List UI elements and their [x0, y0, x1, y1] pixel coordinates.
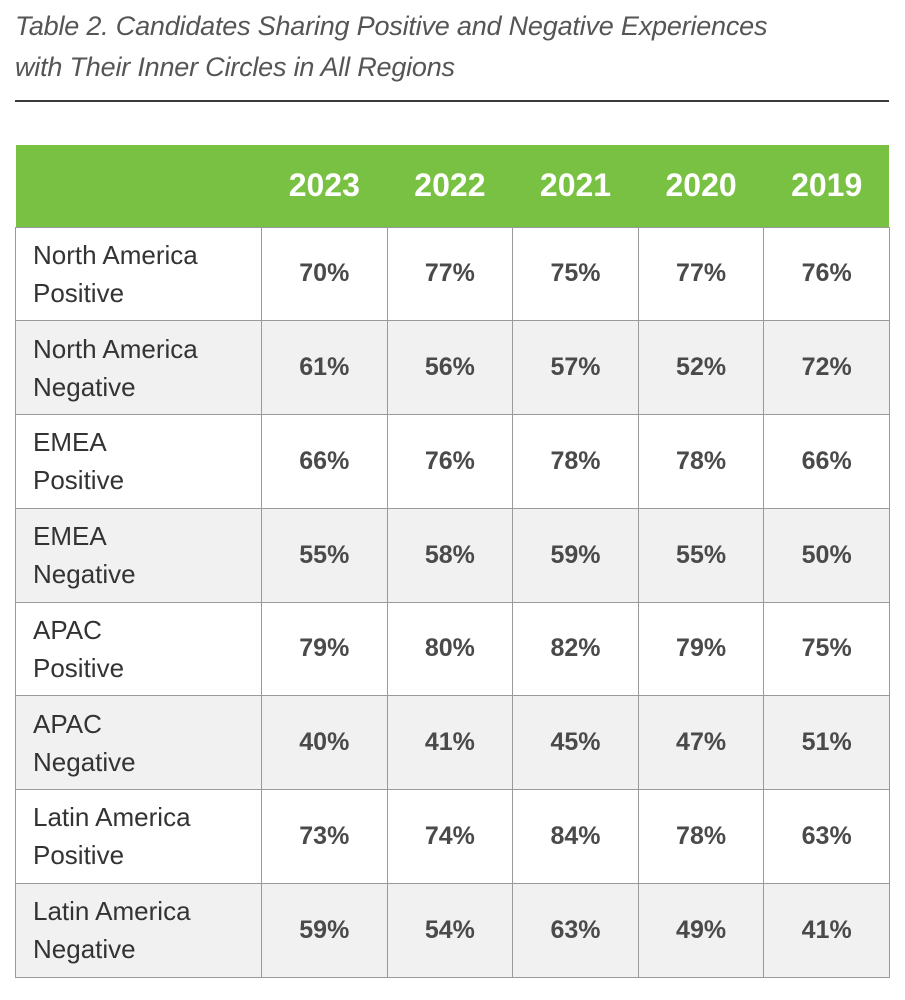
row-label: Latin America Negative [15, 882, 262, 978]
value-cell: 73% [261, 789, 388, 884]
row-label: APAC Negative [15, 695, 262, 790]
header-year: 2022 [414, 167, 486, 204]
table-row: APAC Negative 40% 41% 45% 47% 51% [15, 695, 890, 790]
value-cell: 78% [637, 414, 765, 509]
table-caption: Table 2. Candidates Sharing Positive and… [15, 11, 768, 82]
value-cell: 56% [386, 320, 514, 415]
row-label: APAC Positive [15, 601, 262, 697]
value-cell: 54% [386, 882, 514, 978]
results-table: 2023 2022 2021 2020 2019 North America P… [15, 145, 890, 978]
table-row: APAC Positive 79% 80% 82% 79% 75% [15, 601, 890, 697]
value-cell: 41% [763, 882, 890, 978]
table-header-row: 2023 2022 2021 2020 2019 [15, 145, 890, 227]
value-cell: 66% [763, 414, 890, 509]
value-cell: 66% [261, 414, 388, 509]
header-year: 2023 [288, 167, 360, 204]
row-label: North America Negative [15, 320, 262, 415]
value-cell: 47% [637, 695, 765, 790]
header-year: 2021 [539, 167, 612, 204]
value-cell: 80% [386, 601, 514, 697]
table-row: North America Positive 70% 77% 75% 77% 7… [15, 226, 890, 322]
table-row: EMEA Positive 66% 76% 78% 78% 66% [15, 414, 890, 509]
value-cell: 52% [637, 320, 765, 415]
value-cell: 75% [763, 601, 890, 697]
value-cell: 63% [763, 789, 890, 884]
value-cell: 61% [261, 320, 388, 415]
value-cell: 77% [386, 226, 514, 322]
value-cell: 79% [261, 601, 388, 697]
header-year: 2020 [665, 167, 737, 204]
value-cell: 59% [512, 507, 639, 603]
value-cell: 76% [763, 226, 890, 322]
caption-divider [15, 100, 889, 102]
value-cell: 49% [637, 882, 765, 978]
row-label: EMEA Negative [15, 507, 262, 603]
value-cell: 76% [386, 414, 514, 509]
table-row: EMEA Negative 55% 58% 59% 55% 50% [15, 507, 890, 603]
value-cell: 63% [512, 882, 639, 978]
table-row: Latin America Positive 73% 74% 84% 78% 6… [15, 789, 890, 884]
value-cell: 57% [512, 320, 639, 415]
value-cell: 70% [261, 226, 388, 322]
value-cell: 72% [763, 320, 890, 415]
value-cell: 75% [512, 226, 639, 322]
row-label: EMEA Positive [15, 414, 262, 509]
value-cell: 45% [512, 695, 639, 790]
value-cell: 55% [637, 507, 765, 603]
header-year: 2019 [791, 167, 863, 204]
value-cell: 78% [637, 789, 765, 884]
value-cell: 77% [637, 226, 765, 322]
value-cell: 79% [637, 601, 765, 697]
value-cell: 78% [512, 414, 639, 509]
value-cell: 41% [386, 695, 514, 790]
value-cell: 55% [261, 507, 388, 603]
value-cell: 51% [763, 695, 890, 790]
row-label: North America Positive [15, 226, 262, 322]
value-cell: 74% [386, 789, 514, 884]
table-row: Latin America Negative 59% 54% 63% 49% 4… [15, 882, 890, 978]
value-cell: 50% [763, 507, 890, 603]
table-row: North America Negative 61% 56% 57% 52% 7… [15, 320, 890, 415]
value-cell: 84% [512, 789, 639, 884]
value-cell: 58% [386, 507, 514, 603]
value-cell: 40% [261, 695, 388, 790]
header-corner-cell [15, 145, 262, 227]
value-cell: 82% [512, 601, 639, 697]
row-label: Latin America Positive [15, 789, 262, 884]
value-cell: 59% [261, 882, 388, 978]
